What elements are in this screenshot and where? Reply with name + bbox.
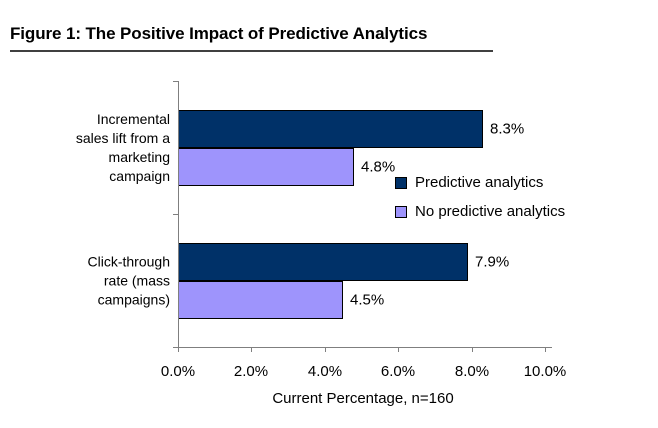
x-tick-label: 2.0% — [233, 363, 269, 380]
x-tick-label: 10.0% — [523, 363, 567, 380]
bar-no-predictive-cat1 — [178, 148, 354, 186]
y-axis-tick — [173, 347, 179, 348]
x-axis-line — [178, 347, 552, 348]
bar-no-predictive-cat2 — [178, 281, 343, 319]
legend: Predictive analytics No predictive analyt… — [395, 168, 565, 226]
bar-value-label: 4.8% — [361, 158, 396, 176]
legend-item: Predictive analytics — [395, 168, 565, 197]
x-axis-tick — [545, 348, 546, 352]
legend-item: No predictive analytics — [395, 197, 565, 226]
y-axis-tick — [173, 81, 179, 82]
y-axis-tick — [173, 214, 179, 215]
plot-area: 8.3% 4.8% 7.9% 4.5% — [178, 81, 545, 347]
figure-title: Figure 1: The Positive Impact of Predict… — [10, 24, 428, 43]
x-tick-label: 0.0% — [160, 363, 196, 380]
x-axis-tick — [325, 348, 326, 352]
x-axis-tick — [178, 348, 179, 352]
bar-value-label: 8.3% — [490, 120, 525, 138]
legend-label: Predictive analytics — [415, 174, 544, 191]
bar-predictive-cat2 — [178, 243, 468, 281]
x-axis-tick — [398, 348, 399, 352]
x-axis-tick — [472, 348, 473, 352]
legend-swatch — [395, 205, 407, 218]
x-axis-tick — [251, 348, 252, 352]
x-tick-label: 8.0% — [454, 363, 490, 380]
bar-value-label: 4.5% — [350, 291, 385, 309]
category-label: Click-through rate (mass campaigns) — [87, 253, 170, 308]
x-tick-label: 4.0% — [307, 363, 343, 380]
x-tick-label: 6.0% — [380, 363, 416, 380]
bar-value-label: 7.9% — [475, 253, 510, 271]
category-label: Incremental sales lift from a marketing … — [75, 111, 170, 184]
bar-predictive-cat1 — [178, 110, 483, 148]
legend-label: No predictive analytics — [415, 203, 566, 220]
legend-swatch — [395, 176, 407, 189]
title-divider — [10, 50, 493, 52]
x-axis-title: Current Percentage, n=160 — [272, 390, 454, 407]
